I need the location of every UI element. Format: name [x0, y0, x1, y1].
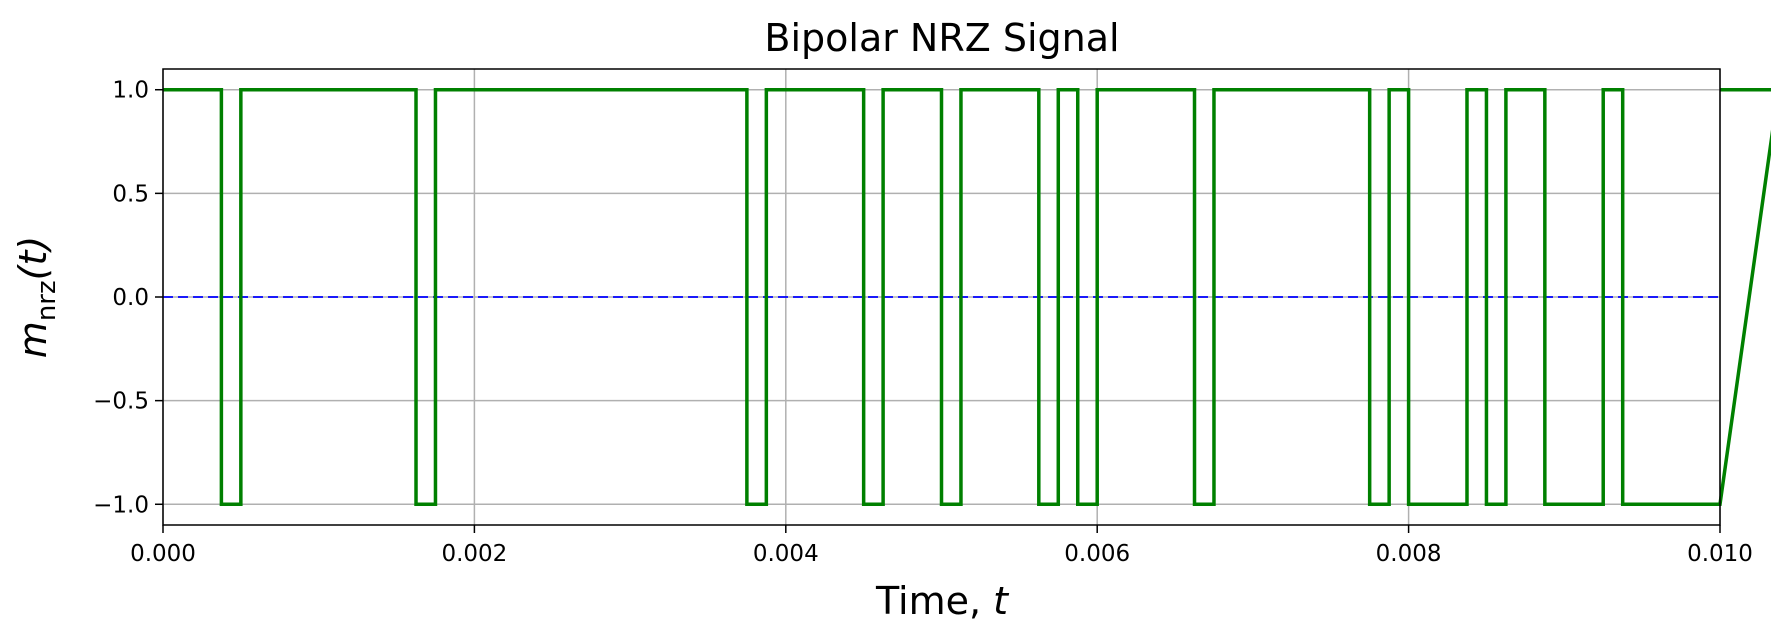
x-axis-label-text: Time,: [875, 579, 993, 623]
x-tick-label: 0.006: [1064, 541, 1130, 567]
chart-title: Bipolar NRZ Signal: [764, 16, 1119, 60]
y-tick-label: 1.0: [112, 78, 149, 104]
x-tick-label: 0.010: [1687, 541, 1753, 567]
y-axis-label-subscript: nrz: [32, 280, 62, 321]
y-tick-label: 0.0: [112, 285, 149, 311]
x-axis-ticks: 0.000 0.002 0.004 0.006 0.008 0.010: [130, 525, 1753, 567]
x-axis-label-variable: t: [993, 579, 1010, 623]
x-tick-label: 0.000: [130, 541, 196, 567]
y-tick-label: 0.5: [112, 181, 149, 207]
x-tick-label: 0.008: [1376, 541, 1442, 567]
x-tick-label: 0.002: [441, 541, 507, 567]
y-tick-label: −1.0: [93, 492, 149, 518]
x-axis-label: Time, t: [875, 579, 1010, 623]
y-axis-label: mnrz(t): [11, 236, 62, 358]
y-axis-ticks: −1.0 −0.5 0.0 0.5 1.0: [93, 78, 163, 518]
y-tick-label: −0.5: [93, 389, 149, 415]
y-axis-label-variable: m: [11, 321, 55, 358]
signal-series: [163, 87, 1771, 507]
x-tick-label: 0.004: [753, 541, 819, 567]
y-axis-label-argument: (t): [11, 236, 55, 281]
nrz-signal-line: [163, 87, 1771, 507]
